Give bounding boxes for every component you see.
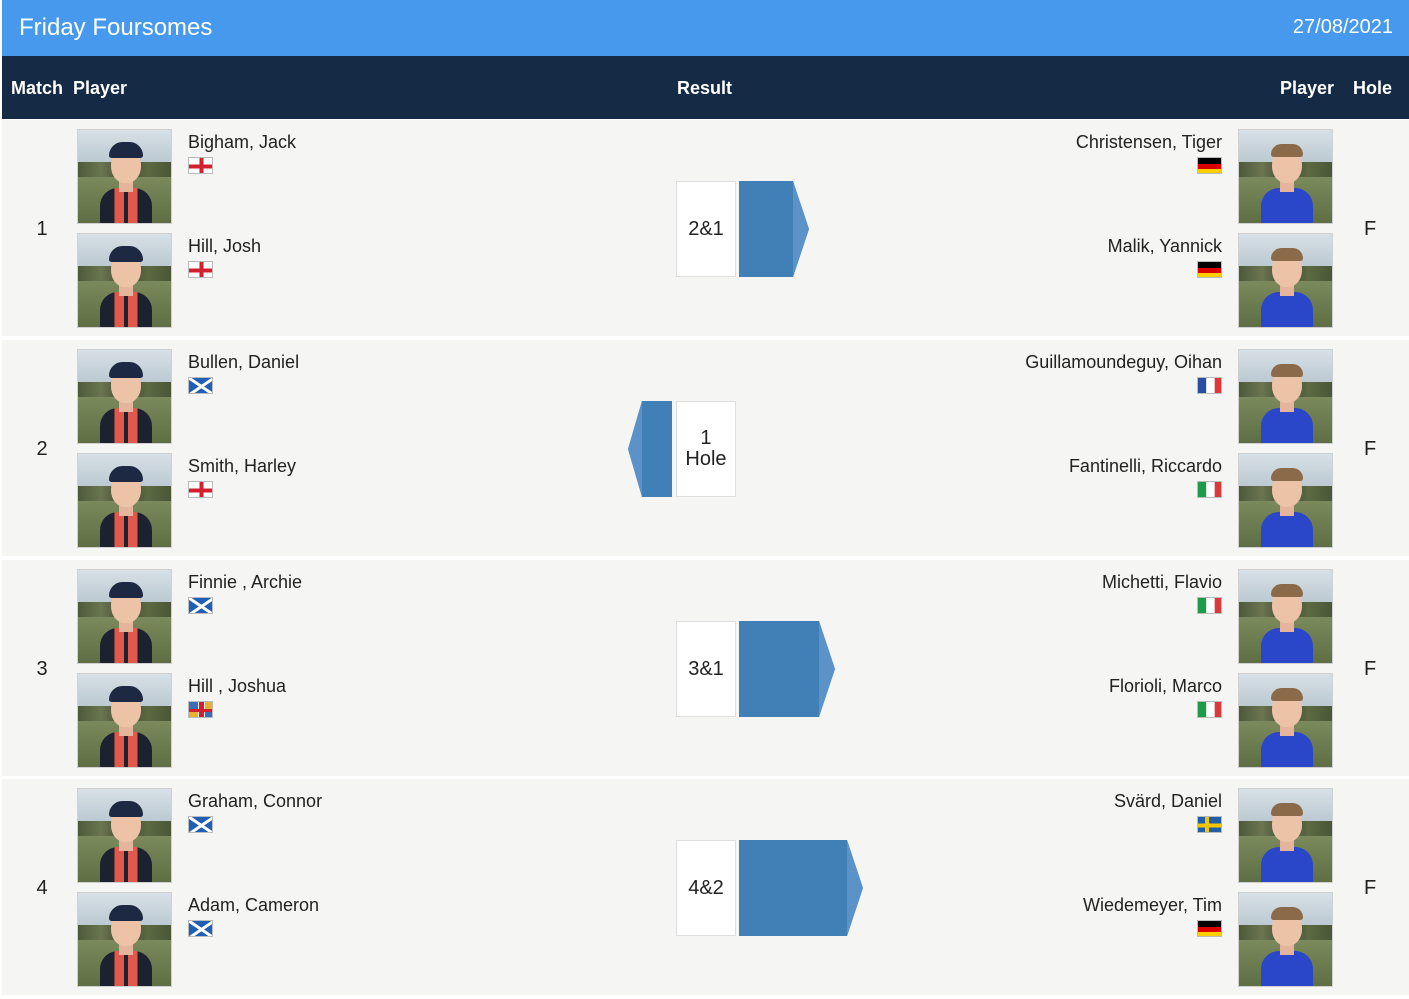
sweden-flag-icon	[1197, 816, 1222, 833]
result-box: 1 Hole	[676, 401, 736, 497]
player-photo	[1238, 788, 1333, 883]
result-score: 1	[700, 427, 712, 449]
column-header-player-right: Player	[1280, 78, 1335, 98]
germany-flag-icon	[1197, 157, 1222, 174]
player-name[interactable]: Wiedemeyer, Tim	[1082, 895, 1222, 915]
player-name[interactable]: Hill , Joshua	[188, 676, 287, 696]
player-photo	[1238, 233, 1333, 328]
result-box: 3&1	[676, 621, 736, 717]
player-photo	[77, 349, 172, 444]
result-arrow-right-icon	[739, 181, 809, 277]
scotland-flag-icon	[188, 377, 213, 394]
player-name[interactable]: Christensen, Tiger	[1075, 132, 1222, 152]
germany-flag-icon	[1197, 920, 1222, 937]
match-number: 4	[36, 877, 48, 899]
result-unit: Hole	[685, 448, 727, 470]
match-row[interactable]: 1 Bigham, Jack Hill, Josh 2&1 Christense…	[2, 120, 1409, 336]
scotland-flag-icon	[188, 816, 213, 833]
italy-flag-icon	[1197, 597, 1222, 614]
scotland-flag-icon	[188, 920, 213, 937]
hole-status: F	[1364, 877, 1377, 899]
italy-flag-icon	[1197, 701, 1222, 718]
result-box: 2&1	[676, 181, 736, 277]
player-name[interactable]: Graham, Connor	[188, 791, 323, 811]
match-number: 3	[36, 658, 48, 680]
player-photo	[1238, 453, 1333, 548]
player-name[interactable]: Smith, Harley	[188, 456, 297, 476]
table-header: Match Player Result Player Hole	[2, 56, 1409, 119]
result-box: 4&2	[676, 840, 736, 936]
match-number: 1	[36, 218, 48, 240]
scotland-flag-icon	[188, 597, 213, 614]
france-flag-icon	[1197, 377, 1222, 394]
player-photo	[1238, 349, 1333, 444]
column-header-hole: Hole	[1353, 78, 1393, 98]
title-bar: Friday Foursomes 27/08/2021	[2, 0, 1409, 56]
event-date: 27/08/2021	[1292, 16, 1393, 38]
result-arrow-right-icon	[739, 840, 863, 936]
player-photo	[1238, 569, 1333, 664]
player-photo	[1238, 673, 1333, 768]
player-name[interactable]: Fantinelli, Riccardo	[1068, 456, 1222, 476]
player-photo	[77, 788, 172, 883]
result-arrow-right-icon	[739, 621, 835, 717]
match-number: 2	[36, 438, 48, 460]
player-photo	[1238, 892, 1333, 987]
player-name[interactable]: Guillamoundeguy, Oihan	[1025, 352, 1222, 372]
guernsey-flag-icon	[188, 701, 213, 718]
player-name[interactable]: Malik, Yannick	[1107, 236, 1222, 256]
match-row[interactable]: 3 Finnie , Archie Hill , Joshua 3&1 Mich…	[2, 560, 1409, 776]
italy-flag-icon	[1197, 481, 1222, 498]
player-name[interactable]: Bullen, Daniel	[188, 352, 300, 372]
column-header-match: Match	[11, 78, 64, 98]
player-name[interactable]: Svärd, Daniel	[1113, 791, 1222, 811]
hole-status: F	[1364, 438, 1377, 460]
player-photo	[77, 233, 172, 328]
player-photo	[77, 569, 172, 664]
column-header-result: Result	[677, 78, 733, 98]
result-score: 4&2	[688, 876, 724, 899]
match-row[interactable]: 2 Bullen, Daniel Smith, Harley 1 Hole Gui…	[2, 340, 1409, 556]
result-score: 3&1	[688, 657, 724, 680]
page-title: Friday Foursomes	[19, 14, 213, 41]
player-name[interactable]: Florioli, Marco	[1108, 676, 1222, 696]
column-header-player-left: Player	[73, 78, 128, 98]
player-name[interactable]: Finnie , Archie	[188, 572, 303, 592]
result-score: 2&1	[688, 217, 724, 240]
player-photo	[77, 673, 172, 768]
germany-flag-icon	[1197, 261, 1222, 278]
player-photo	[1238, 129, 1333, 224]
player-photo	[77, 129, 172, 224]
player-name[interactable]: Michetti, Flavio	[1101, 572, 1222, 592]
hole-status: F	[1364, 658, 1377, 680]
player-photo	[77, 453, 172, 548]
england-flag-icon	[188, 157, 213, 174]
result-arrow-left-icon	[628, 401, 672, 497]
player-name[interactable]: Hill, Josh	[188, 236, 262, 256]
player-photo	[77, 892, 172, 987]
match-row[interactable]: 4 Graham, Connor Adam, Cameron 4&2 Svärd…	[2, 779, 1409, 995]
england-flag-icon	[188, 481, 213, 498]
player-name[interactable]: Adam, Cameron	[188, 895, 320, 915]
hole-status: F	[1364, 218, 1377, 240]
england-flag-icon	[188, 261, 213, 278]
player-name[interactable]: Bigham, Jack	[188, 132, 297, 152]
